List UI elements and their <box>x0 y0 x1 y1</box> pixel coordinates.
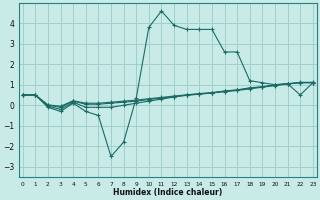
X-axis label: Humidex (Indice chaleur): Humidex (Indice chaleur) <box>113 188 222 197</box>
